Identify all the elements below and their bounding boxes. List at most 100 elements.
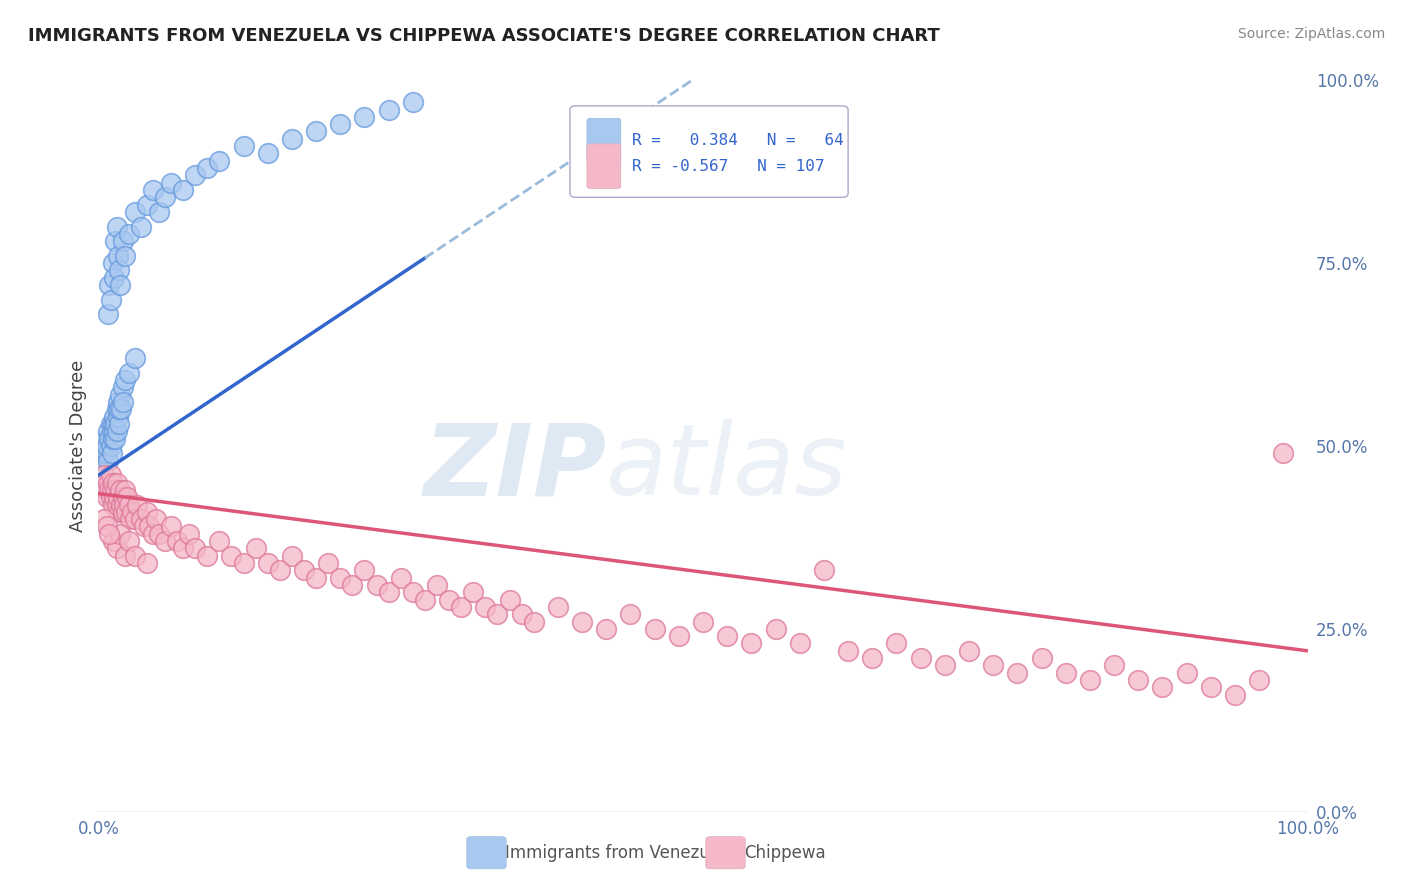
Point: [96, 439, 118, 453]
Point: [595, 622, 617, 636]
Point: [103, 409, 125, 424]
Point: [108, 402, 131, 417]
Point: [1175, 665, 1198, 680]
Point: [134, 519, 156, 533]
Point: [402, 95, 425, 110]
Point: [256, 556, 278, 570]
Point: [101, 417, 124, 431]
Point: [813, 563, 835, 577]
Point: [118, 534, 141, 549]
Point: [1031, 651, 1053, 665]
Point: [837, 644, 859, 658]
Point: [121, 505, 143, 519]
Point: [108, 483, 131, 497]
Point: [104, 432, 127, 446]
Point: [111, 505, 134, 519]
Point: [195, 161, 218, 175]
Point: [389, 571, 412, 585]
Point: [105, 541, 128, 556]
Point: [110, 498, 132, 512]
Point: [135, 197, 157, 211]
Point: [292, 563, 315, 577]
Point: [619, 607, 641, 622]
Point: [93, 446, 115, 460]
Point: [101, 498, 124, 512]
Point: [100, 468, 122, 483]
Point: [118, 366, 141, 380]
Point: [103, 270, 125, 285]
Point: [860, 651, 883, 665]
Point: [105, 475, 128, 490]
Point: [1272, 446, 1295, 460]
Point: [644, 622, 666, 636]
Point: [114, 373, 136, 387]
Point: [172, 541, 194, 556]
Text: Source: ZipAtlas.com: Source: ZipAtlas.com: [1237, 27, 1385, 41]
Point: [94, 439, 117, 453]
Point: [93, 453, 115, 467]
Point: [124, 205, 146, 219]
Point: [114, 549, 136, 563]
Point: [101, 432, 124, 446]
Point: [104, 483, 127, 497]
FancyBboxPatch shape: [569, 106, 848, 197]
Point: [765, 622, 787, 636]
Point: [108, 278, 131, 293]
Point: [571, 615, 593, 629]
Point: [981, 658, 1004, 673]
Point: [124, 549, 146, 563]
Point: [353, 563, 375, 577]
Point: [1128, 673, 1150, 687]
Point: [111, 380, 134, 394]
Point: [129, 219, 152, 234]
Point: [110, 402, 132, 417]
Point: [100, 490, 122, 504]
Point: [1102, 658, 1125, 673]
Text: IMMIGRANTS FROM VENEZUELA VS CHIPPEWA ASSOCIATE'S DEGREE CORRELATION CHART: IMMIGRANTS FROM VENEZUELA VS CHIPPEWA AS…: [28, 27, 939, 45]
Point: [316, 556, 339, 570]
Point: [934, 658, 956, 673]
Text: Chippewa: Chippewa: [744, 844, 825, 862]
Point: [166, 534, 188, 549]
Point: [256, 146, 278, 161]
Point: [450, 599, 472, 614]
Point: [111, 490, 134, 504]
FancyBboxPatch shape: [586, 144, 621, 188]
Y-axis label: Associate's Degree: Associate's Degree: [69, 359, 87, 533]
Point: [112, 498, 135, 512]
Point: [96, 446, 118, 460]
Point: [1152, 681, 1174, 695]
Point: [1007, 665, 1029, 680]
Point: [208, 153, 231, 168]
Text: Immigrants from Venezuela: Immigrants from Venezuela: [505, 844, 734, 862]
Point: [124, 351, 146, 366]
Point: [1054, 665, 1077, 680]
Point: [413, 592, 436, 607]
Point: [329, 117, 352, 131]
FancyBboxPatch shape: [586, 119, 621, 163]
Point: [281, 549, 304, 563]
Point: [138, 519, 160, 533]
Point: [377, 103, 399, 117]
Point: [97, 475, 120, 490]
Point: [957, 644, 980, 658]
Point: [107, 409, 129, 424]
Point: [107, 249, 129, 263]
Point: [100, 293, 122, 307]
Point: [740, 636, 762, 650]
Point: [668, 629, 690, 643]
Point: [100, 483, 122, 497]
Point: [910, 651, 932, 665]
Point: [366, 578, 388, 592]
Point: [692, 615, 714, 629]
Point: [184, 169, 207, 183]
Text: ZIP: ZIP: [423, 419, 606, 516]
Point: [232, 139, 254, 153]
Point: [342, 578, 364, 592]
Point: [886, 636, 908, 650]
Point: [103, 490, 125, 504]
Point: [510, 607, 533, 622]
Point: [100, 417, 122, 431]
Point: [96, 519, 118, 533]
Point: [195, 549, 218, 563]
